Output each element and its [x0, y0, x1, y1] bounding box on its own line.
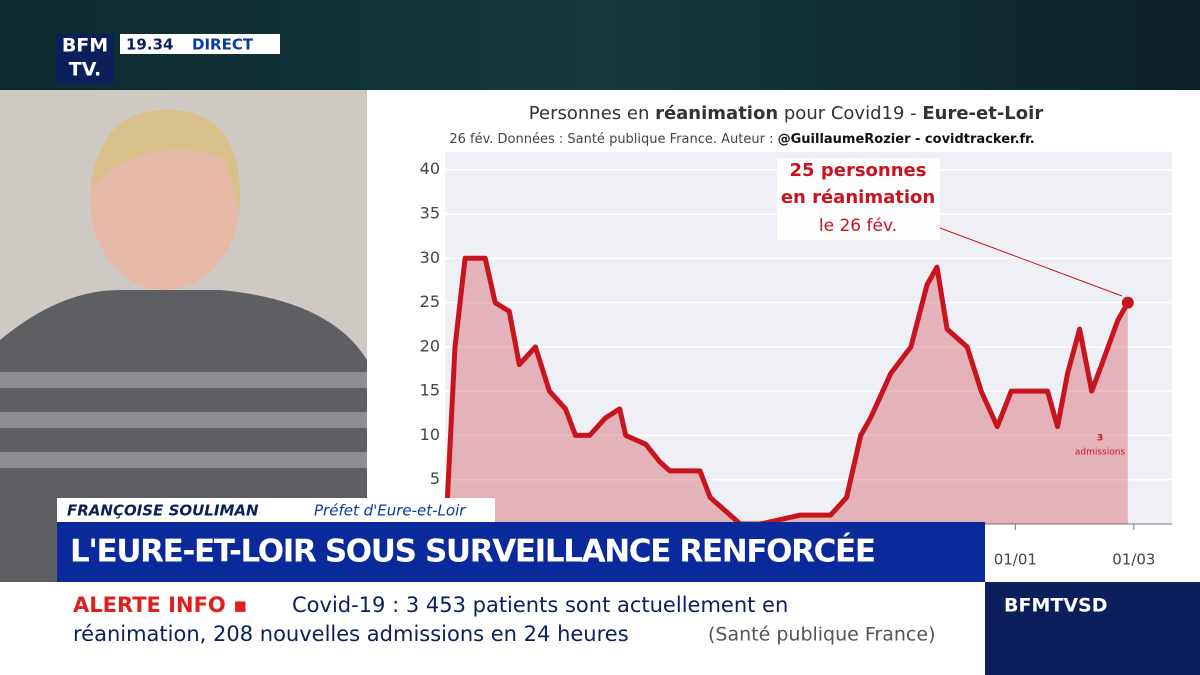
small-annotation: admissions [1075, 448, 1126, 458]
x-tick-label: 01/01 [994, 551, 1037, 569]
ticker [0, 582, 985, 675]
channel: BFMTVSD [1004, 595, 1108, 617]
annotation: le 26 fév. [819, 216, 897, 236]
logo-box [56, 34, 114, 84]
headline: L'EURE-ET-LOIR SOUS SURVEILLANCE RENFORC… [70, 534, 876, 570]
title-part: pour Covid19 - [778, 103, 922, 124]
y-tick-label: 15 [420, 381, 440, 400]
guest-name: FRANÇOISE SOULIMAN [67, 502, 259, 520]
area [447, 258, 1128, 524]
title-part: Personnes en [529, 103, 655, 124]
logo: TV. [69, 59, 101, 81]
title-part: 26 fév. Données : Santé publique France.… [449, 132, 777, 147]
y-tick-label: 10 [420, 425, 440, 444]
title-part: Eure-et-Loir [922, 103, 1043, 124]
ticker-source: (Santé publique France) [708, 624, 935, 646]
live: DIRECT [192, 36, 254, 54]
logo: BFM [62, 35, 108, 57]
hair [90, 109, 241, 210]
time-box [120, 34, 280, 54]
annotation: en réanimation [781, 187, 935, 208]
x-tick-label: 01/03 [1112, 551, 1155, 569]
headline-box [57, 522, 985, 582]
name-strip [57, 498, 495, 522]
title-part: @GuillaumeRozier - covidtracker.fr. [778, 132, 1035, 147]
y-tick-label: 35 [420, 204, 440, 223]
small-annotation: 3 [1097, 434, 1103, 444]
chart-title: Personnes en réanimation pour Covid19 - … [529, 103, 1044, 124]
title-part: réanimation [655, 103, 778, 124]
guest-role: Préfet d'Eure-et-Loir [314, 502, 466, 520]
last-point [1121, 296, 1134, 309]
y-tick-label: 5 [430, 469, 440, 488]
y-tick-label: 20 [420, 336, 440, 355]
channel-box [985, 582, 1200, 675]
y-tick-label: 25 [420, 292, 440, 311]
time: 19.34 [126, 36, 173, 54]
ticker-text: Covid-19 : 3 453 patients sont actuellem… [292, 593, 788, 617]
annotation-box [777, 158, 940, 240]
annotation-leader [939, 227, 1123, 297]
stripes [0, 372, 367, 468]
ticker-tag: ALERTE INFO ▪ [73, 593, 247, 617]
chart-subtitle: 26 fév. Données : Santé publique France.… [449, 132, 1034, 147]
ticker-text: réanimation, 208 nouvelles admissions en… [73, 622, 629, 646]
line [444, 255, 1130, 527]
annotation: 25 personnes [790, 160, 927, 181]
y-tick-label: 40 [420, 159, 440, 178]
y-tick-label: 30 [420, 248, 440, 267]
